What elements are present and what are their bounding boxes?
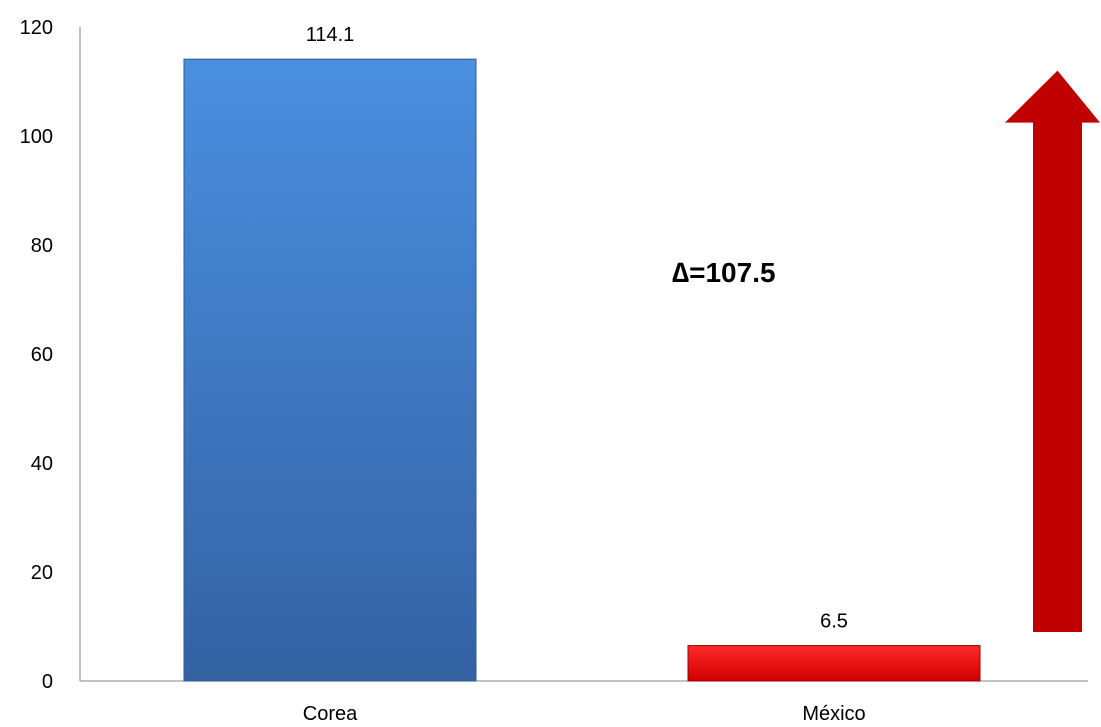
x-tick-label: Corea <box>303 703 358 725</box>
y-tick-label: 100 <box>20 126 53 148</box>
x-tick-label: México <box>802 703 865 725</box>
y-tick-label: 60 <box>31 344 53 366</box>
bar-méxico <box>687 645 981 682</box>
data-label-méxico: 6.5 <box>820 611 848 633</box>
y-tick-label: 120 <box>20 17 53 39</box>
bar-corea <box>183 58 477 682</box>
y-tick-label: 80 <box>31 235 53 257</box>
y-tick-label: 0 <box>42 671 53 693</box>
data-label-corea: 114.1 <box>306 24 355 46</box>
up-arrow-icon <box>1005 70 1100 632</box>
y-tick-label: 20 <box>31 562 53 584</box>
delta-annotation: ∆=107.5 <box>672 257 776 288</box>
y-tick-label: 40 <box>31 453 53 475</box>
